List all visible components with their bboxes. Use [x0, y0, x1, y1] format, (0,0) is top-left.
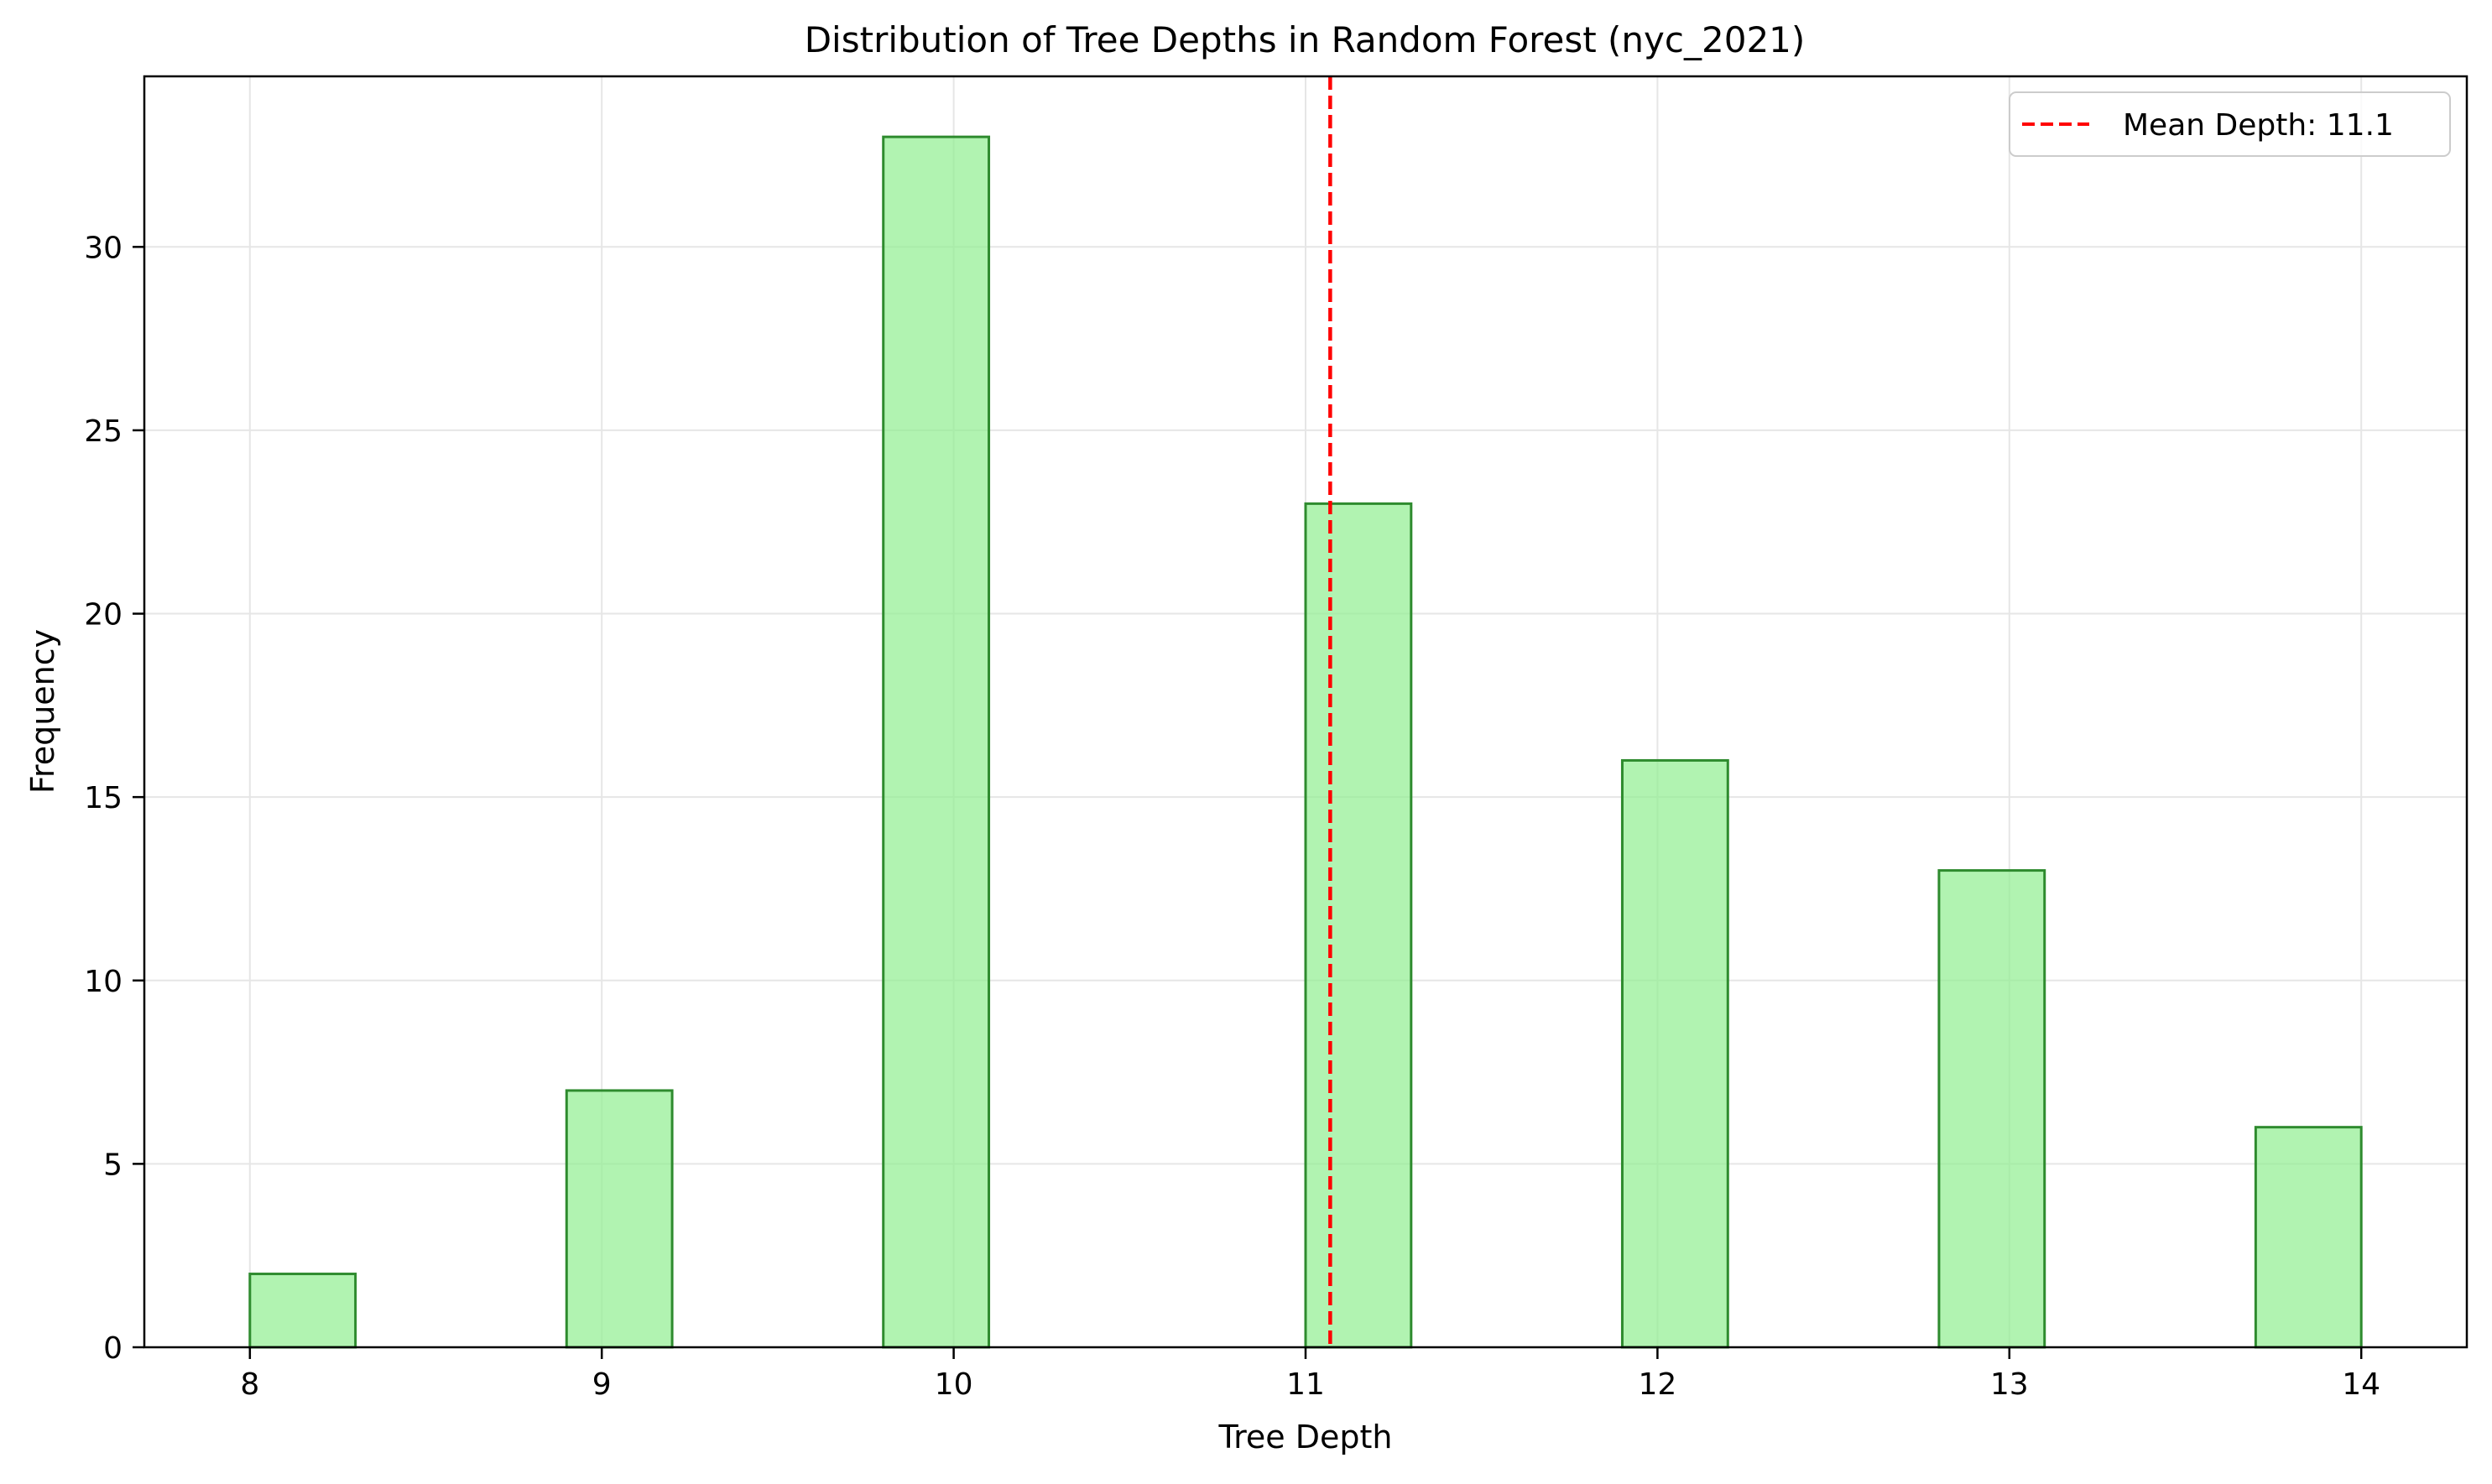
histogram-bar-1 — [248, 1273, 357, 1349]
histogram-bar-7 — [2254, 1126, 2363, 1349]
y-tick-label-0: 0 — [103, 1331, 123, 1366]
histogram-bar-4 — [1304, 502, 1413, 1349]
y-tick-label-30: 30 — [84, 231, 123, 265]
y-axis-label: Frequency — [24, 629, 61, 794]
x-axis-label: Tree Depth — [1218, 1419, 1393, 1455]
chart-title: Distribution of Tree Depths in Random Fo… — [805, 19, 1806, 60]
x-tick-label-12: 12 — [1638, 1367, 1676, 1402]
histogram-bar-5 — [1620, 758, 1729, 1349]
y-axis-ticks: 0 5 10 15 20 25 30 — [84, 231, 144, 1366]
y-tick-label-5: 5 — [103, 1148, 123, 1182]
y-tick-label-10: 10 — [84, 965, 123, 999]
y-tick-label-15: 15 — [84, 781, 123, 815]
x-tick-label-13: 13 — [1990, 1367, 2029, 1402]
x-tick-label-9: 9 — [592, 1367, 612, 1402]
legend-mean-label: Mean Depth: 11.1 — [2123, 108, 2394, 143]
x-axis-ticks: 8 9 10 11 12 13 14 — [240, 1347, 2380, 1402]
histogram-bar-6 — [1937, 869, 2046, 1349]
legend-box — [2009, 91, 2451, 157]
x-tick-label-10: 10 — [935, 1367, 973, 1402]
histogram-bar-3 — [882, 135, 991, 1349]
legend: Mean Depth: 11.1 — [2009, 91, 2451, 157]
y-tick-label-20: 20 — [84, 598, 123, 633]
y-tick-label-25: 25 — [84, 414, 123, 449]
x-tick-label-11: 11 — [1286, 1367, 1325, 1402]
bars — [248, 135, 2363, 1349]
grid-lines — [144, 76, 2467, 1348]
x-tick-label-14: 14 — [2342, 1367, 2380, 1402]
x-tick-label-8: 8 — [240, 1367, 259, 1402]
histogram-bar-2 — [565, 1089, 674, 1349]
